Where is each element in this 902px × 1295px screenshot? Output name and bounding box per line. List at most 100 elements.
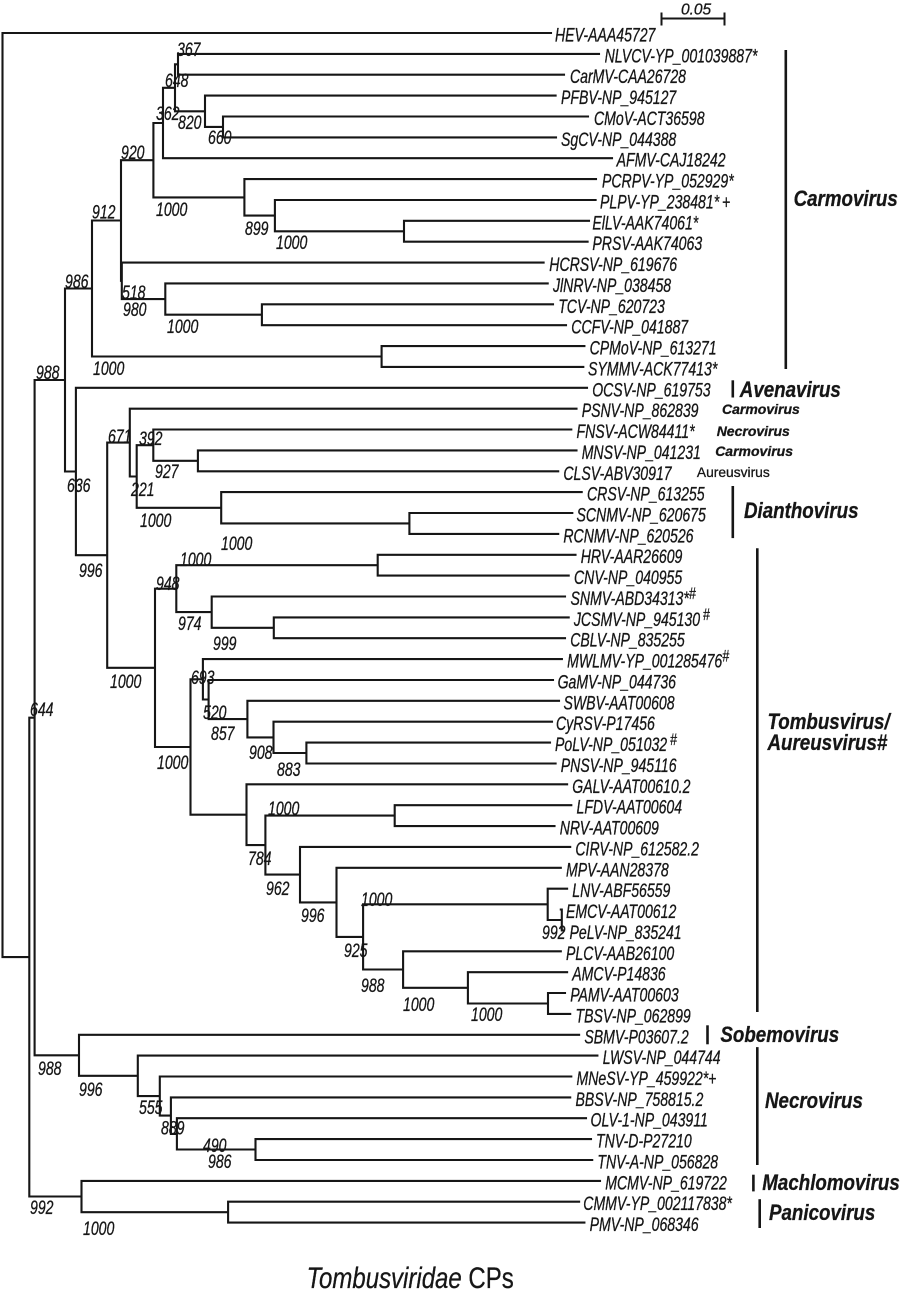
svg-text:LWSV-NP_044744: LWSV-NP_044744: [603, 1047, 721, 1069]
svg-text:Tombusvirus/: Tombusvirus/: [768, 709, 892, 734]
svg-text:OCSV-NP_619753: OCSV-NP_619753: [592, 379, 711, 401]
svg-text:AMCV-P14836: AMCV-P14836: [571, 964, 666, 986]
svg-text:TCV-NP_620723: TCV-NP_620723: [558, 296, 665, 318]
svg-text:SYMMV-ACK77413*: SYMMV-ACK77413*: [588, 358, 718, 380]
svg-text:MNeSV-YP_459922*+: MNeSV-YP_459922*+: [577, 1068, 717, 1090]
svg-text:MPV-AAN28378: MPV-AAN28378: [566, 859, 669, 881]
svg-text:SBMV-P03607.2: SBMV-P03607.2: [584, 1026, 689, 1048]
svg-text:RCNMV-NP_620526: RCNMV-NP_620526: [563, 525, 694, 547]
svg-text:PeLV-NP_835241: PeLV-NP_835241: [570, 922, 682, 944]
svg-text:693: 693: [191, 667, 215, 689]
svg-text:992: 992: [30, 1197, 54, 1219]
svg-text:1000: 1000: [167, 316, 199, 338]
svg-text:Machlomovirus: Machlomovirus: [762, 1170, 899, 1195]
svg-text:BBSV-NP_758815.2: BBSV-NP_758815.2: [576, 1089, 704, 1111]
svg-text:LNV-ABF56559: LNV-ABF56559: [572, 880, 671, 902]
svg-text:PCRPV-YP_052929*: PCRPV-YP_052929*: [602, 170, 735, 192]
svg-text:925: 925: [344, 940, 368, 962]
svg-text:974: 974: [178, 613, 201, 635]
svg-text:SgCV-NP_044388: SgCV-NP_044388: [561, 129, 677, 151]
svg-text:1000: 1000: [268, 798, 300, 820]
svg-text:636: 636: [67, 475, 91, 497]
svg-text:784: 784: [248, 848, 271, 870]
svg-text:0.05: 0.05: [681, 2, 712, 19]
svg-text:Tombusviridae CPs: Tombusviridae CPs: [307, 1260, 514, 1294]
svg-text:996: 996: [301, 905, 325, 927]
svg-text:LFDV-AAT00604: LFDV-AAT00604: [577, 797, 683, 819]
svg-text:Carmovirus: Carmovirus: [715, 443, 793, 459]
svg-text:988: 988: [361, 975, 385, 997]
svg-text:520: 520: [203, 702, 227, 724]
svg-text:Avenavirus: Avenavirus: [739, 377, 841, 402]
svg-text:490: 490: [203, 1135, 227, 1157]
svg-text:986: 986: [208, 1151, 232, 1173]
svg-text:JCSMV-NP_945130 #: JCSMV-NP_945130 #: [573, 606, 710, 630]
svg-text:SCNMV-NP_620675: SCNMV-NP_620675: [577, 504, 707, 526]
svg-text:1000: 1000: [157, 752, 189, 774]
svg-text:CNV-NP_040955: CNV-NP_040955: [574, 567, 683, 589]
svg-text:AFMV-CAJ18242: AFMV-CAJ18242: [616, 150, 726, 172]
svg-text:CBLV-NP_835255: CBLV-NP_835255: [570, 630, 685, 652]
svg-text:660: 660: [208, 127, 232, 149]
svg-text:PNSV-NP_945116: PNSV-NP_945116: [561, 755, 677, 777]
svg-text:PoLV-NP_051032 #: PoLV-NP_051032 #: [555, 731, 677, 755]
svg-text:518: 518: [122, 282, 146, 304]
svg-text:Necrovirus: Necrovirus: [717, 423, 790, 439]
svg-text:857: 857: [211, 723, 235, 745]
svg-text:1000: 1000: [83, 1218, 115, 1240]
svg-text:996: 996: [79, 1079, 103, 1101]
svg-text:1000: 1000: [276, 232, 308, 254]
svg-text:221: 221: [130, 479, 154, 501]
svg-text:Carmovirus: Carmovirus: [722, 401, 800, 417]
svg-text:Aureusvirus: Aureusvirus: [697, 465, 770, 480]
svg-text:988: 988: [38, 1058, 62, 1080]
svg-text:CMMV-YP_002117838*: CMMV-YP_002117838*: [583, 1193, 733, 1215]
svg-text:1000: 1000: [221, 533, 253, 555]
svg-text:1000: 1000: [110, 671, 142, 693]
svg-text:HCRSV-NP_619676: HCRSV-NP_619676: [549, 254, 677, 276]
svg-text:TNV-D-P27210: TNV-D-P27210: [596, 1130, 692, 1152]
svg-text:999: 999: [213, 633, 237, 655]
svg-text:MCMV-NP_619722: MCMV-NP_619722: [605, 1172, 727, 1194]
svg-text:FNSV-ACW84411*: FNSV-ACW84411*: [577, 421, 696, 443]
svg-text:CarMV-CAA26728: CarMV-CAA26728: [570, 66, 687, 88]
svg-text:PLCV-AAB26100: PLCV-AAB26100: [566, 943, 675, 965]
svg-text:PLPV-YP_238481* +: PLPV-YP_238481* +: [600, 191, 730, 213]
svg-text:671: 671: [108, 426, 131, 448]
svg-text:ElLV-AAK74061*: ElLV-AAK74061*: [592, 212, 699, 234]
svg-text:CyRSV-P17456: CyRSV-P17456: [556, 713, 655, 735]
svg-text:TBSV-NP_062899: TBSV-NP_062899: [576, 1005, 692, 1027]
svg-text:988: 988: [36, 362, 60, 384]
svg-text:CCFV-NP_041887: CCFV-NP_041887: [571, 317, 688, 339]
svg-text:908: 908: [249, 742, 273, 764]
svg-text:OLV-1-NP_043911: OLV-1-NP_043911: [591, 1110, 708, 1132]
svg-text:PFBV-NP_945127: PFBV-NP_945127: [561, 87, 677, 109]
svg-text:Aureusvirus#: Aureusvirus#: [767, 730, 888, 755]
svg-text:648: 648: [165, 70, 189, 92]
svg-text:Carmovirus: Carmovirus: [794, 186, 898, 211]
svg-text:367: 367: [177, 39, 201, 61]
svg-text:Necrovirus: Necrovirus: [765, 1088, 863, 1113]
svg-text:820: 820: [178, 112, 202, 134]
svg-text:PAMV-AAT00603: PAMV-AAT00603: [570, 984, 679, 1006]
svg-text:Dianthovirus: Dianthovirus: [744, 498, 859, 523]
svg-text:555: 555: [139, 1097, 163, 1119]
svg-text:NRV-AAT00609: NRV-AAT00609: [560, 817, 660, 839]
svg-text:1000: 1000: [403, 994, 435, 1016]
svg-text:996: 996: [79, 560, 103, 582]
svg-text:962: 962: [266, 878, 290, 900]
svg-text:GALV-AAT00610.2: GALV-AAT00610.2: [572, 776, 691, 798]
svg-text:TNV-A-NP_056828: TNV-A-NP_056828: [597, 1151, 718, 1173]
svg-text:PRSV-AAK74063: PRSV-AAK74063: [592, 233, 702, 255]
svg-text:644: 644: [30, 699, 53, 721]
svg-text:HRV-AAR26609: HRV-AAR26609: [581, 546, 683, 568]
svg-text:CIRV-NP_612582.2: CIRV-NP_612582.2: [575, 838, 699, 860]
svg-text:MNSV-NP_041231: MNSV-NP_041231: [582, 442, 701, 464]
svg-text:883: 883: [277, 759, 301, 781]
svg-text:1000: 1000: [140, 510, 172, 532]
svg-text:PMV-NP_068346: PMV-NP_068346: [590, 1214, 699, 1236]
svg-text:927: 927: [155, 461, 179, 483]
svg-text:EMCV-AAT00612: EMCV-AAT00612: [566, 901, 677, 923]
svg-text:CLSV-ABV30917: CLSV-ABV30917: [563, 463, 672, 485]
svg-text:1000: 1000: [93, 358, 125, 380]
